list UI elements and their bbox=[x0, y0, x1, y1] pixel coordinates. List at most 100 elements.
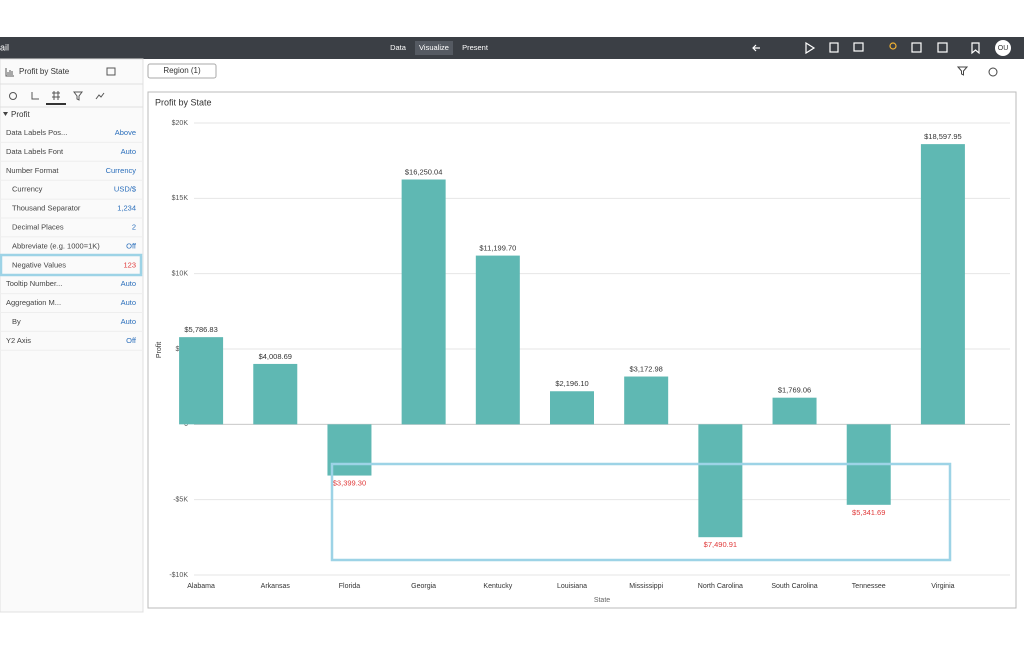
data-icon[interactable] bbox=[829, 42, 839, 53]
property-label: Data Labels Pos... bbox=[6, 128, 67, 137]
highlight-box bbox=[0, 253, 143, 277]
property-value: Above bbox=[115, 128, 136, 137]
data-label: $7,490.91 bbox=[704, 540, 737, 549]
values-tab[interactable] bbox=[52, 91, 60, 100]
mode-tab[interactable]: Present bbox=[462, 43, 489, 52]
analytics-tab[interactable] bbox=[95, 92, 105, 100]
y-tick-label: -$10K bbox=[169, 572, 188, 579]
property-label: Data Labels Font bbox=[6, 147, 64, 156]
property-label: Number Format bbox=[6, 166, 59, 175]
bar bbox=[253, 363, 298, 425]
panel-chart-icon bbox=[5, 68, 14, 77]
y-tick-label: $10K bbox=[172, 271, 189, 278]
axis-tab[interactable] bbox=[31, 92, 39, 100]
property-value: Auto bbox=[121, 298, 136, 307]
bar bbox=[624, 376, 669, 425]
bar bbox=[475, 255, 520, 425]
insight-icon[interactable] bbox=[889, 42, 897, 50]
x-tick-label: Virginia bbox=[931, 583, 954, 590]
x-tick-label: Louisiana bbox=[557, 583, 587, 590]
property-label: Decimal Places bbox=[12, 222, 64, 231]
x-tick-label: Alabama bbox=[187, 583, 215, 590]
bar bbox=[550, 391, 594, 425]
data-label: $11,199.70 bbox=[479, 244, 516, 253]
property-label: Negative Values bbox=[12, 260, 66, 269]
property-value: Off bbox=[126, 241, 137, 250]
property-value: 1,234 bbox=[117, 204, 136, 213]
property-label: Currency bbox=[12, 185, 43, 194]
section-toggle[interactable] bbox=[3, 112, 8, 116]
undo-icon[interactable] bbox=[752, 44, 760, 52]
data-label: $3,172.98 bbox=[629, 365, 662, 374]
bookmark-icon[interactable] bbox=[971, 42, 980, 55]
property-value: Currency bbox=[106, 166, 137, 175]
x-axis-title: State bbox=[594, 597, 610, 604]
plot: -$10K-$5K0$5K$10K$15K$20KAlabama$5,786.8… bbox=[169, 120, 1010, 590]
x-tick-label: South Carolina bbox=[771, 583, 817, 590]
user-avatar[interactable] bbox=[995, 40, 1011, 56]
run-icon[interactable] bbox=[805, 41, 816, 55]
y-tick-label: $20K bbox=[172, 120, 189, 127]
data-label: $5,786.83 bbox=[184, 325, 217, 334]
property-value: Auto bbox=[121, 279, 136, 288]
data-label: $16,250.04 bbox=[405, 167, 443, 176]
menu-icon[interactable] bbox=[853, 42, 864, 52]
data-label: $5,341.69 bbox=[852, 508, 885, 517]
general-tab[interactable] bbox=[9, 92, 17, 100]
chart-title: Profit by State bbox=[155, 97, 212, 107]
data-label: $4,008.69 bbox=[259, 352, 292, 361]
property-value: Auto bbox=[121, 317, 136, 326]
filter-label: Region (1) bbox=[163, 66, 201, 75]
present-icon[interactable] bbox=[911, 42, 922, 53]
property-value: USD/$ bbox=[114, 185, 137, 194]
data-label: $18,597.95 bbox=[924, 132, 962, 141]
user-initials: OU bbox=[998, 45, 1009, 52]
property-value: 123 bbox=[123, 260, 136, 269]
y-tick-label: -$5K bbox=[173, 497, 188, 504]
chart-frame bbox=[147, 91, 1017, 609]
properties-panel bbox=[0, 58, 144, 613]
property-value: Off bbox=[126, 336, 137, 345]
data-label: $2,196.10 bbox=[555, 379, 588, 388]
filter-icon[interactable] bbox=[956, 66, 969, 76]
property-label: Thousand Separator bbox=[12, 204, 81, 213]
section-title: Profit bbox=[11, 110, 30, 119]
toolbar-icons bbox=[752, 41, 980, 55]
y-axis-title: Profit bbox=[156, 342, 163, 358]
x-tick-label: Georgia bbox=[411, 583, 436, 590]
active-tab-bg bbox=[415, 41, 453, 55]
mode-tab[interactable]: Data bbox=[390, 43, 407, 52]
x-tick-label: North Carolina bbox=[698, 583, 743, 590]
property-label: Abbreviate (e.g. 1000=1K) bbox=[12, 241, 100, 250]
filter-chip[interactable] bbox=[147, 63, 217, 79]
property-list: Data Labels Pos... Above Data Labels Font A… bbox=[0, 128, 143, 351]
bar bbox=[327, 424, 372, 476]
bar bbox=[920, 144, 965, 425]
property-value: 2 bbox=[132, 222, 136, 231]
app-title: ail bbox=[0, 42, 9, 52]
data-label: $1,769.06 bbox=[778, 386, 811, 395]
bar bbox=[401, 179, 446, 425]
property-label: Aggregation M... bbox=[6, 298, 61, 307]
save-icon[interactable] bbox=[937, 42, 948, 53]
bar bbox=[772, 397, 817, 425]
x-tick-label: Kentucky bbox=[483, 583, 512, 590]
x-tick-label: Arkansas bbox=[261, 583, 291, 590]
panel-title: Profit by State bbox=[19, 67, 70, 76]
y-tick-label: 0 bbox=[184, 421, 188, 428]
panel-layout-icon[interactable] bbox=[106, 67, 116, 76]
property-label: Y2 Axis bbox=[6, 336, 31, 345]
property-label: By bbox=[12, 317, 21, 326]
property-value: Auto bbox=[121, 147, 136, 156]
bar bbox=[698, 424, 743, 538]
bar bbox=[179, 337, 224, 425]
filter-tab[interactable] bbox=[73, 91, 83, 101]
highlight-box bbox=[330, 462, 952, 562]
x-tick-label: Tennessee bbox=[852, 583, 886, 590]
x-tick-label: Florida bbox=[339, 583, 361, 590]
y-tick-label: $15K bbox=[172, 195, 189, 202]
mode-tab[interactable]: Visualize bbox=[419, 43, 449, 52]
grid-icon[interactable] bbox=[988, 67, 998, 77]
